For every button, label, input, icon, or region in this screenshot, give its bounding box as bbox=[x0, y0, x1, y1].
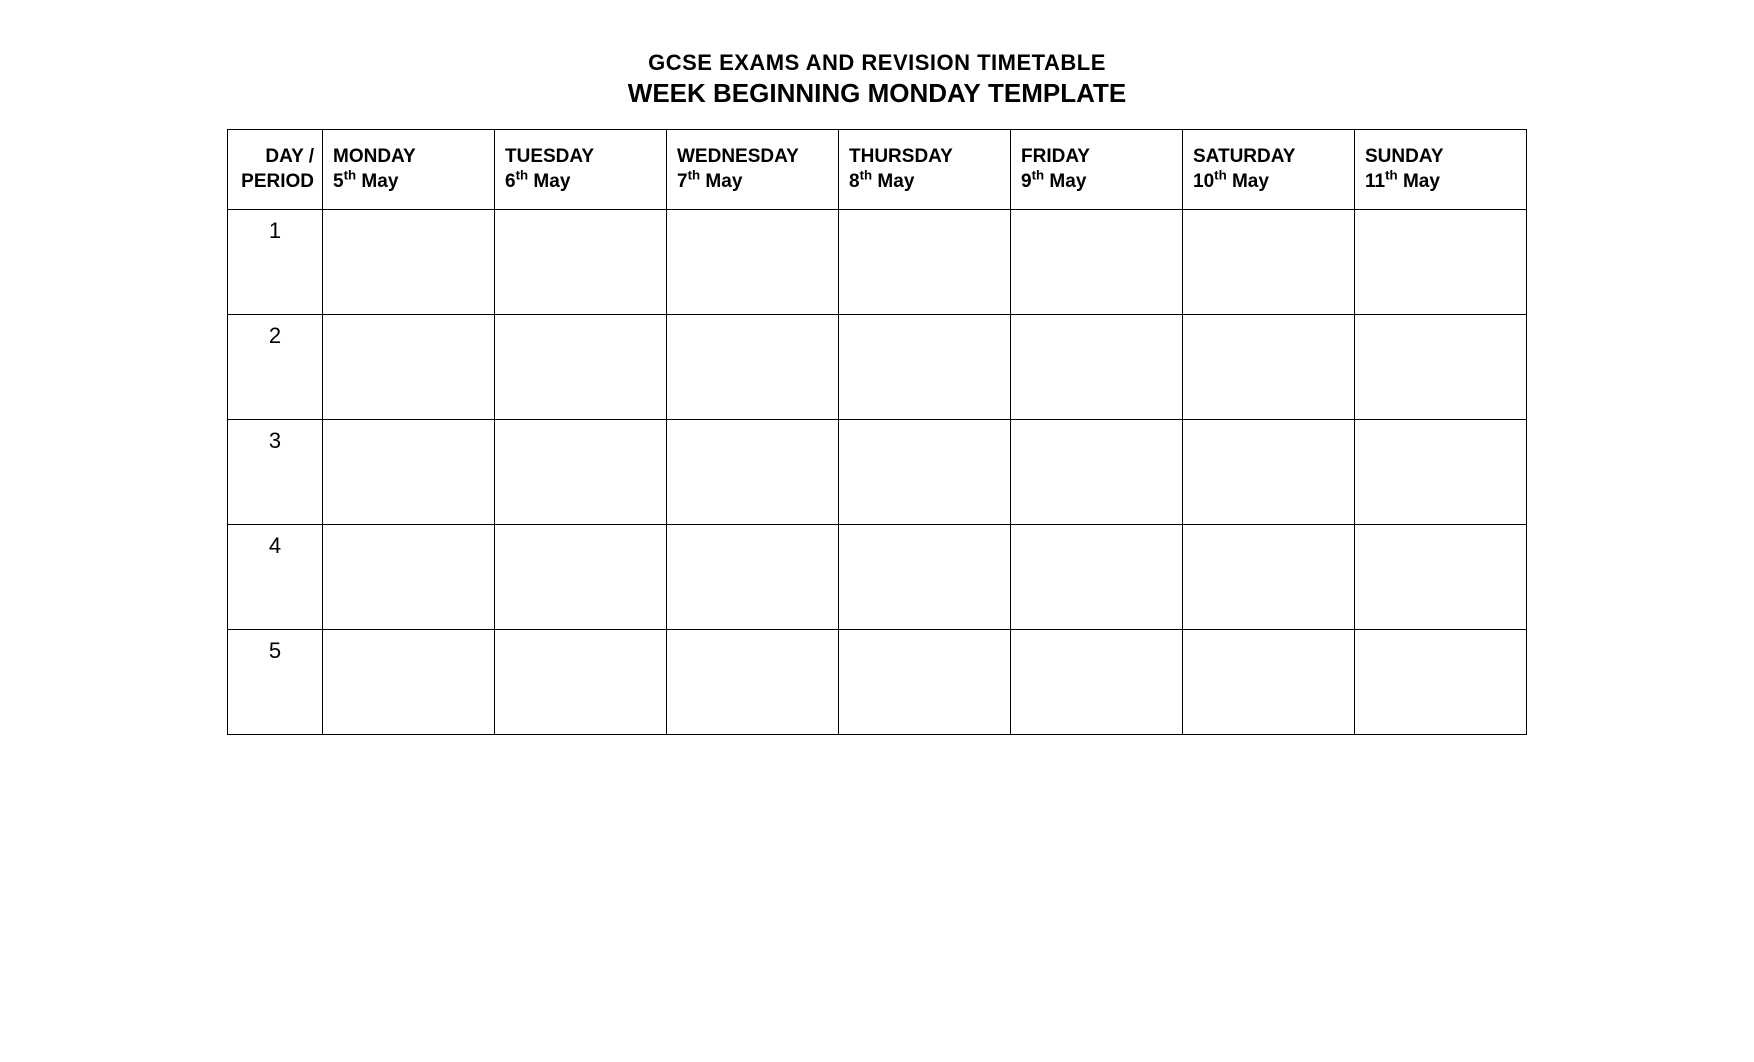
day-date: 5th May bbox=[333, 170, 484, 195]
corner-label-2: PERIOD bbox=[241, 171, 314, 192]
timetable-cell bbox=[1183, 630, 1355, 735]
timetable-cell bbox=[1355, 315, 1527, 420]
timetable-cell bbox=[1183, 420, 1355, 525]
timetable-cell bbox=[323, 525, 495, 630]
timetable-cell bbox=[1011, 525, 1183, 630]
day-name: MONDAY bbox=[333, 145, 484, 170]
table-row: 4 bbox=[228, 525, 1527, 630]
timetable-cell bbox=[1183, 210, 1355, 315]
period-label: 1 bbox=[228, 210, 323, 315]
day-header-tuesday: TUESDAY 6th May bbox=[495, 130, 667, 210]
period-label: 3 bbox=[228, 420, 323, 525]
timetable-cell bbox=[323, 210, 495, 315]
timetable-cell bbox=[1183, 315, 1355, 420]
timetable: DAY / PERIOD MONDAY 5th May TUESDAY 6th … bbox=[227, 129, 1527, 735]
timetable-cell bbox=[1011, 420, 1183, 525]
day-date: 9th May bbox=[1021, 170, 1172, 195]
day-header-wednesday: WEDNESDAY 7th May bbox=[667, 130, 839, 210]
timetable-wrap: DAY / PERIOD MONDAY 5th May TUESDAY 6th … bbox=[227, 129, 1527, 735]
title-regular-part: TEMPLATE bbox=[988, 78, 1126, 108]
title-line-1: GCSE EXAMS AND REVISION TIMETABLE bbox=[0, 50, 1754, 76]
timetable-cell bbox=[495, 315, 667, 420]
timetable-cell bbox=[667, 525, 839, 630]
day-date: 11th May bbox=[1365, 170, 1516, 195]
timetable-cell bbox=[495, 525, 667, 630]
day-name: WEDNESDAY bbox=[677, 145, 828, 170]
day-date: 8th May bbox=[849, 170, 1000, 195]
timetable-cell bbox=[323, 315, 495, 420]
timetable-cell bbox=[1355, 525, 1527, 630]
timetable-cell bbox=[1355, 420, 1527, 525]
table-row: 5 bbox=[228, 630, 1527, 735]
timetable-cell bbox=[839, 420, 1011, 525]
timetable-cell bbox=[1011, 630, 1183, 735]
table-row: 3 bbox=[228, 420, 1527, 525]
day-name: FRIDAY bbox=[1021, 145, 1172, 170]
day-header-thursday: THURSDAY 8th May bbox=[839, 130, 1011, 210]
corner-label-1: DAY / bbox=[265, 146, 314, 167]
table-row: 2 bbox=[228, 315, 1527, 420]
timetable-cell bbox=[1355, 210, 1527, 315]
timetable-cell bbox=[1011, 210, 1183, 315]
timetable-cell bbox=[839, 315, 1011, 420]
day-header-monday: MONDAY 5th May bbox=[323, 130, 495, 210]
day-name: TUESDAY bbox=[505, 145, 656, 170]
timetable-cell bbox=[667, 315, 839, 420]
corner-header: DAY / PERIOD bbox=[228, 130, 323, 210]
timetable-cell bbox=[839, 210, 1011, 315]
timetable-cell bbox=[495, 210, 667, 315]
timetable-cell bbox=[667, 420, 839, 525]
day-date: 6th May bbox=[505, 170, 656, 195]
day-date: 10th May bbox=[1193, 170, 1344, 195]
timetable-cell bbox=[1355, 630, 1527, 735]
timetable-cell bbox=[667, 630, 839, 735]
timetable-cell bbox=[495, 420, 667, 525]
period-label: 5 bbox=[228, 630, 323, 735]
day-name: SUNDAY bbox=[1365, 145, 1516, 170]
timetable-cell bbox=[667, 210, 839, 315]
title-bold-part: WEEK BEGINNING MONDAY bbox=[628, 78, 981, 108]
day-date: 7th May bbox=[677, 170, 828, 195]
timetable-cell bbox=[323, 420, 495, 525]
day-name: THURSDAY bbox=[849, 145, 1000, 170]
period-label: 2 bbox=[228, 315, 323, 420]
timetable-cell bbox=[1011, 315, 1183, 420]
timetable-cell bbox=[839, 630, 1011, 735]
day-header-friday: FRIDAY 9th May bbox=[1011, 130, 1183, 210]
timetable-cell bbox=[839, 525, 1011, 630]
table-row: 1 bbox=[228, 210, 1527, 315]
day-name: SATURDAY bbox=[1193, 145, 1344, 170]
timetable-cell bbox=[323, 630, 495, 735]
title-block: GCSE EXAMS AND REVISION TIMETABLE WEEK B… bbox=[0, 50, 1754, 109]
period-label: 4 bbox=[228, 525, 323, 630]
day-header-sunday: SUNDAY 11th May bbox=[1355, 130, 1527, 210]
header-row: DAY / PERIOD MONDAY 5th May TUESDAY 6th … bbox=[228, 130, 1527, 210]
timetable-cell bbox=[495, 630, 667, 735]
title-line-2: WEEK BEGINNING MONDAY TEMPLATE bbox=[0, 78, 1754, 109]
day-header-saturday: SATURDAY 10th May bbox=[1183, 130, 1355, 210]
timetable-cell bbox=[1183, 525, 1355, 630]
